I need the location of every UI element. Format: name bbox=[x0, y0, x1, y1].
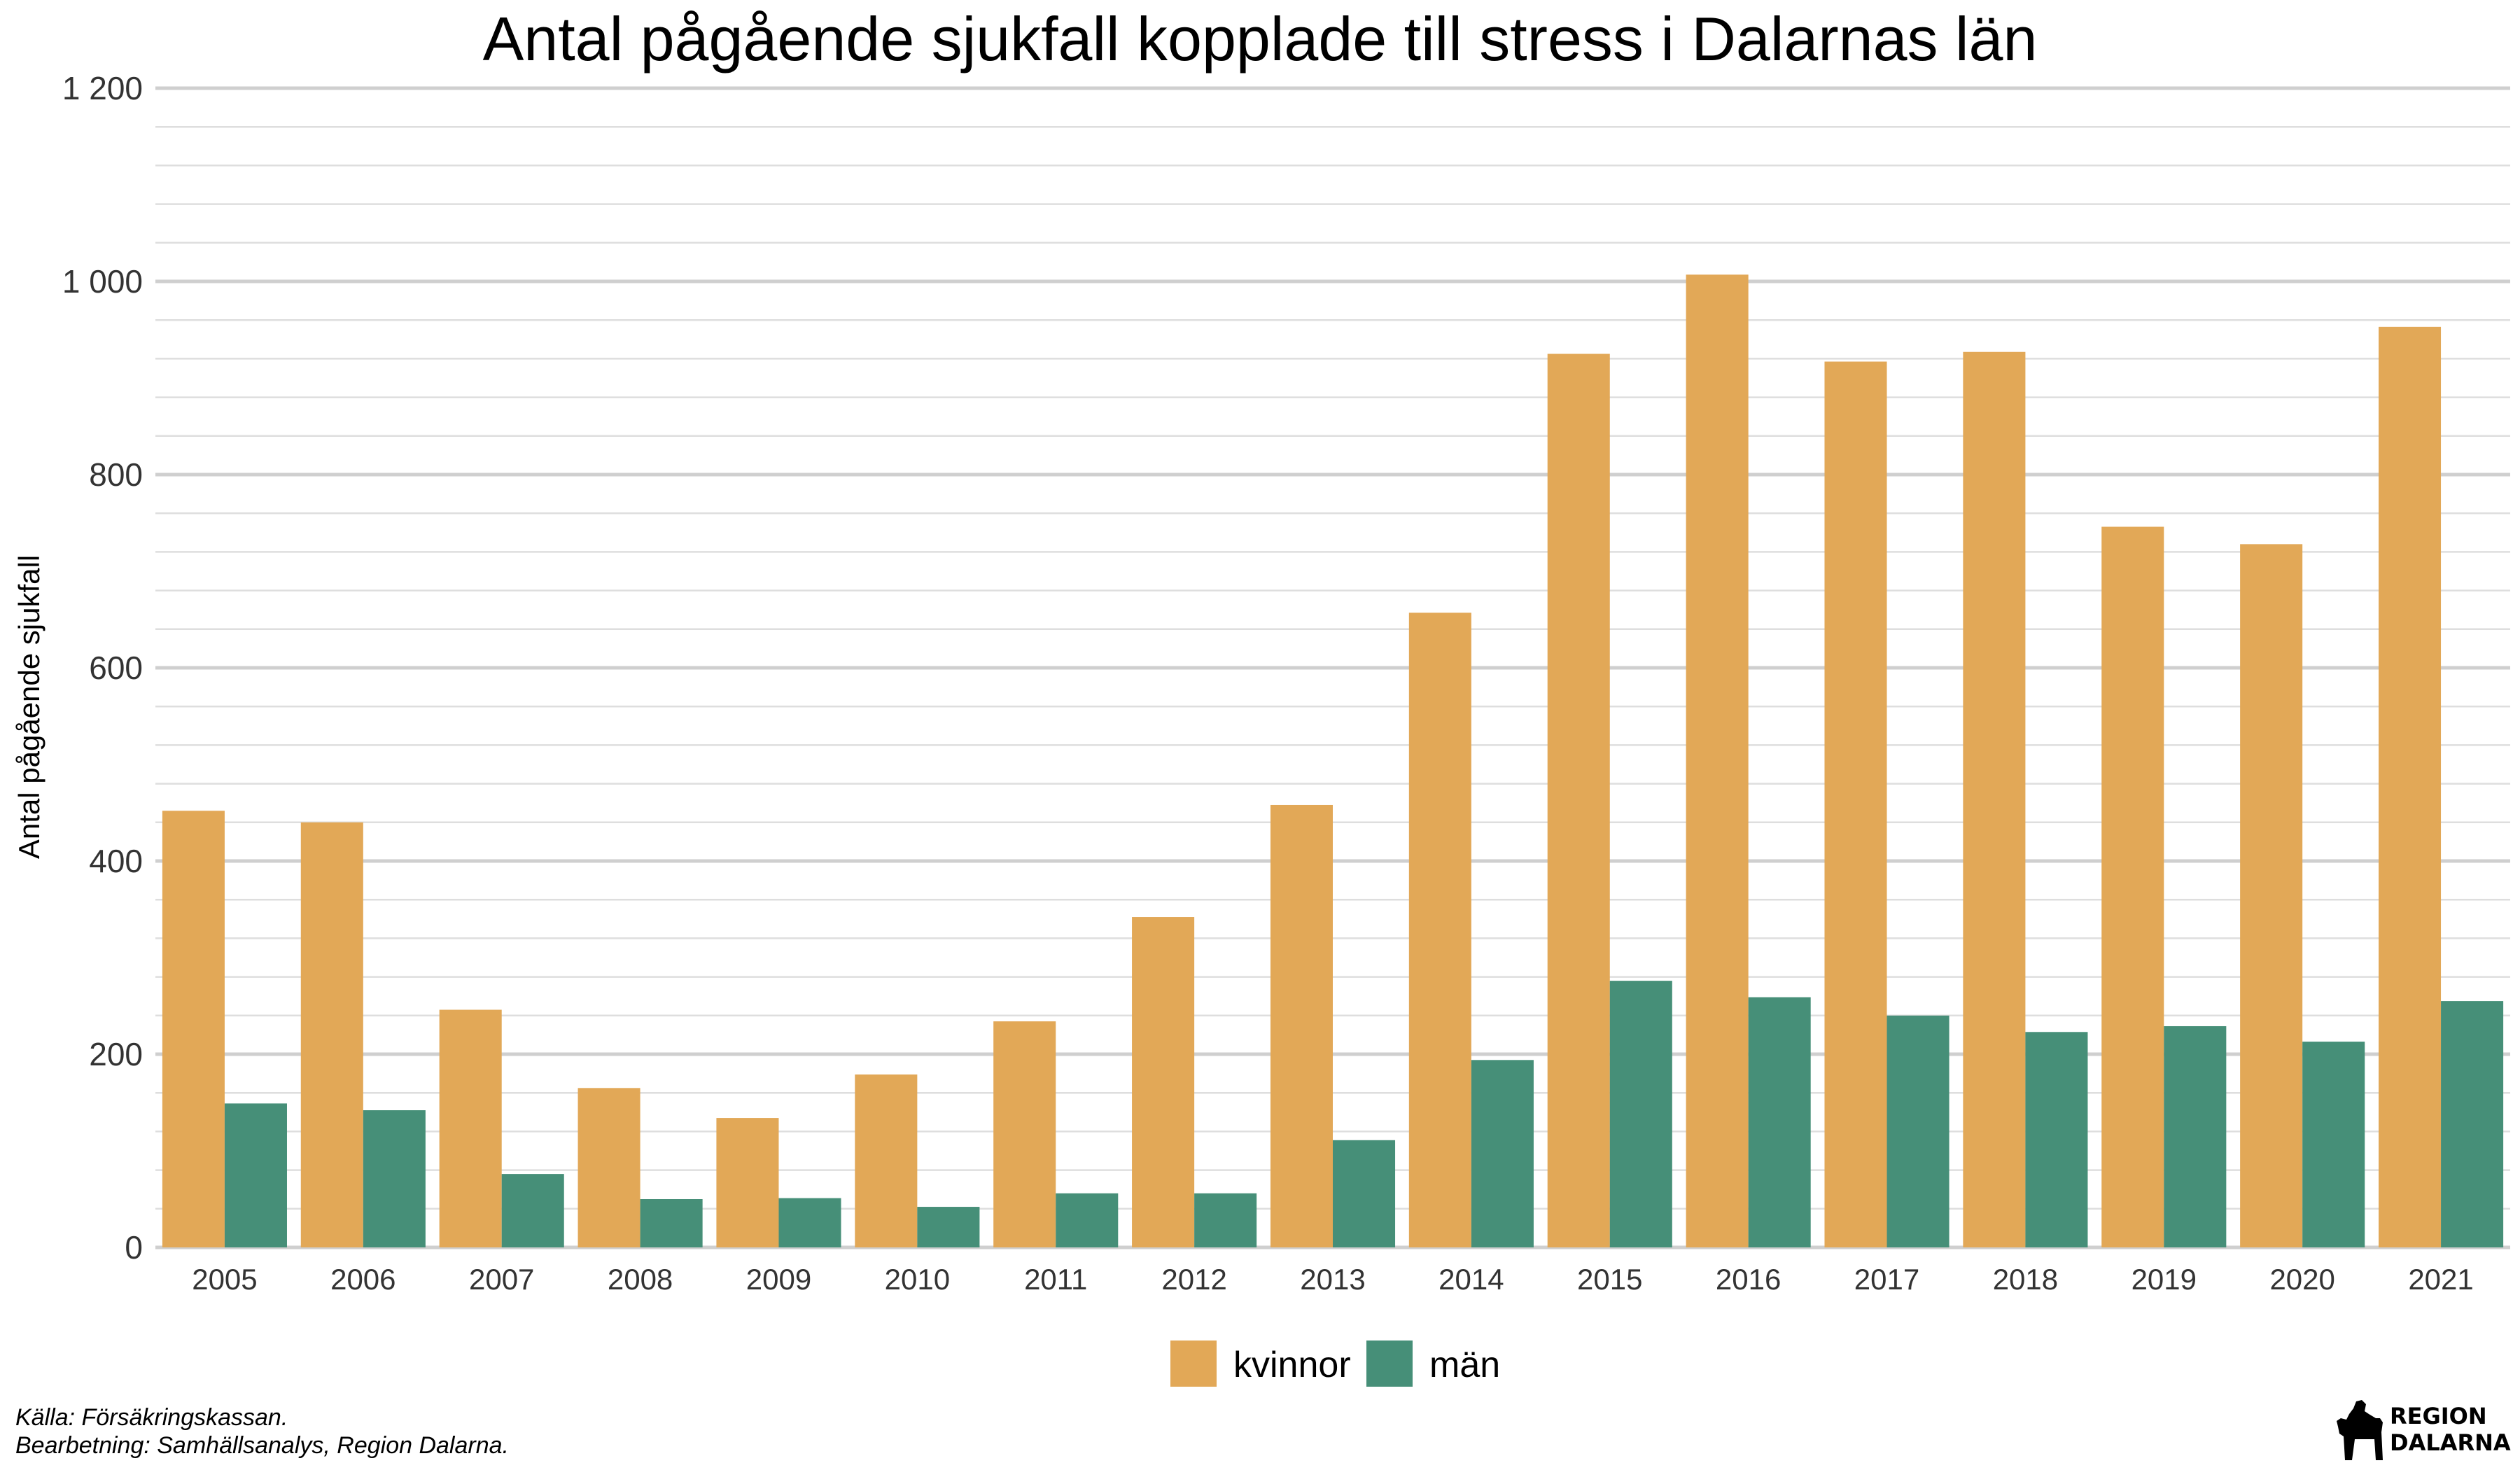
bar-kvinnor-2015 bbox=[1547, 354, 1610, 1247]
y-tick-label: 600 bbox=[89, 650, 143, 686]
chart-title: Antal pågående sjukfall kopplade till st… bbox=[483, 4, 2038, 74]
bar-man-2005 bbox=[224, 1103, 287, 1247]
bar-kvinnor-2021 bbox=[2379, 326, 2442, 1247]
bar-kvinnor-2007 bbox=[439, 1009, 502, 1247]
x-tick-label: 2018 bbox=[1993, 1263, 2058, 1296]
x-tick-label: 2012 bbox=[1161, 1263, 1226, 1296]
bar-man-2006 bbox=[363, 1110, 426, 1247]
legend-swatch-kvinnor bbox=[1170, 1340, 1217, 1387]
bar-kvinnor-2017 bbox=[1824, 361, 1887, 1247]
x-axis-ticks: 2005 2006 2007 2008 2009 2010 2011 2012 2013 2014… bbox=[192, 1263, 2474, 1296]
y-axis-label: Antal pågående sjukfall bbox=[13, 555, 46, 859]
bar-man-2011 bbox=[1056, 1193, 1119, 1247]
legend-label-kvinnor: kvinnor bbox=[1233, 1345, 1351, 1385]
x-tick-label: 2008 bbox=[608, 1263, 673, 1296]
y-tick-label: 1 200 bbox=[62, 70, 143, 106]
bar-kvinnor-2010 bbox=[855, 1074, 918, 1247]
bar-man-2021 bbox=[2441, 1001, 2504, 1247]
logo-text-region: REGION bbox=[2390, 1403, 2487, 1429]
bar-man-2020 bbox=[2302, 1042, 2365, 1247]
bar-man-2017 bbox=[1886, 1015, 1949, 1247]
footer-processing: Bearbetning: Samhällsanalys, Region Dala… bbox=[15, 1432, 509, 1459]
legend-label-man: män bbox=[1429, 1345, 1500, 1385]
bar-man-2009 bbox=[778, 1198, 841, 1247]
bar-kvinnor-2006 bbox=[300, 822, 363, 1247]
y-tick-label: 200 bbox=[89, 1036, 143, 1072]
bar-kvinnor-2014 bbox=[1408, 612, 1471, 1247]
bar-kvinnor-2009 bbox=[716, 1118, 779, 1247]
y-tick-label: 0 bbox=[125, 1229, 143, 1266]
bar-man-2014 bbox=[1471, 1060, 1534, 1247]
y-tick-label: 800 bbox=[89, 456, 143, 493]
bar-man-2015 bbox=[1609, 981, 1672, 1247]
bar-kvinnor-2020 bbox=[2240, 544, 2303, 1247]
x-tick-label: 2019 bbox=[2132, 1263, 2197, 1296]
legend: kvinnor män bbox=[1170, 1340, 1500, 1387]
bar-kvinnor-2011 bbox=[993, 1021, 1056, 1247]
x-tick-label: 2010 bbox=[885, 1263, 950, 1296]
x-tick-label: 2021 bbox=[2408, 1263, 2473, 1296]
x-tick-label: 2006 bbox=[330, 1263, 396, 1296]
x-tick-label: 2014 bbox=[1438, 1263, 1504, 1296]
bar-man-2019 bbox=[2164, 1026, 2227, 1247]
bar-man-2007 bbox=[501, 1174, 564, 1247]
y-tick-label: 1 000 bbox=[62, 263, 143, 300]
logo-text-dalarna: DALARNA bbox=[2390, 1429, 2511, 1456]
bar-kvinnor-2013 bbox=[1270, 804, 1333, 1247]
bar-man-2013 bbox=[1333, 1140, 1396, 1247]
bar-man-2016 bbox=[1748, 997, 1811, 1247]
x-tick-label: 2009 bbox=[746, 1263, 811, 1296]
y-tick-label: 400 bbox=[89, 843, 143, 879]
region-dalarna-logo: REGION DALARNA bbox=[2337, 1400, 2511, 1460]
bar-man-2008 bbox=[640, 1199, 703, 1247]
bar-kvinnor-2019 bbox=[2101, 526, 2164, 1247]
x-tick-label: 2011 bbox=[1024, 1263, 1087, 1296]
bars bbox=[162, 274, 2504, 1248]
legend-swatch-man bbox=[1366, 1340, 1413, 1387]
dala-horse-icon bbox=[2337, 1400, 2383, 1460]
bar-man-2012 bbox=[1194, 1193, 1257, 1247]
bar-man-2010 bbox=[917, 1207, 980, 1247]
bar-kvinnor-2005 bbox=[162, 811, 225, 1247]
bar-man-2018 bbox=[2025, 1032, 2088, 1247]
footer-source: Källa: Försäkringskassan. bbox=[15, 1404, 288, 1431]
x-tick-label: 2020 bbox=[2269, 1263, 2334, 1296]
bar-kvinnor-2016 bbox=[1686, 274, 1749, 1248]
x-tick-label: 2005 bbox=[192, 1263, 257, 1296]
bar-kvinnor-2018 bbox=[1963, 351, 2026, 1247]
x-tick-label: 2013 bbox=[1300, 1263, 1365, 1296]
y-axis-ticks: 0 200 400 600 800 1 000 1 200 bbox=[62, 70, 143, 1266]
x-tick-label: 2017 bbox=[1854, 1263, 1919, 1296]
x-tick-label: 2007 bbox=[469, 1263, 534, 1296]
bar-kvinnor-2012 bbox=[1132, 917, 1195, 1247]
bar-kvinnor-2008 bbox=[578, 1088, 640, 1247]
x-tick-label: 2015 bbox=[1577, 1263, 1642, 1296]
x-tick-label: 2016 bbox=[1716, 1263, 1781, 1296]
